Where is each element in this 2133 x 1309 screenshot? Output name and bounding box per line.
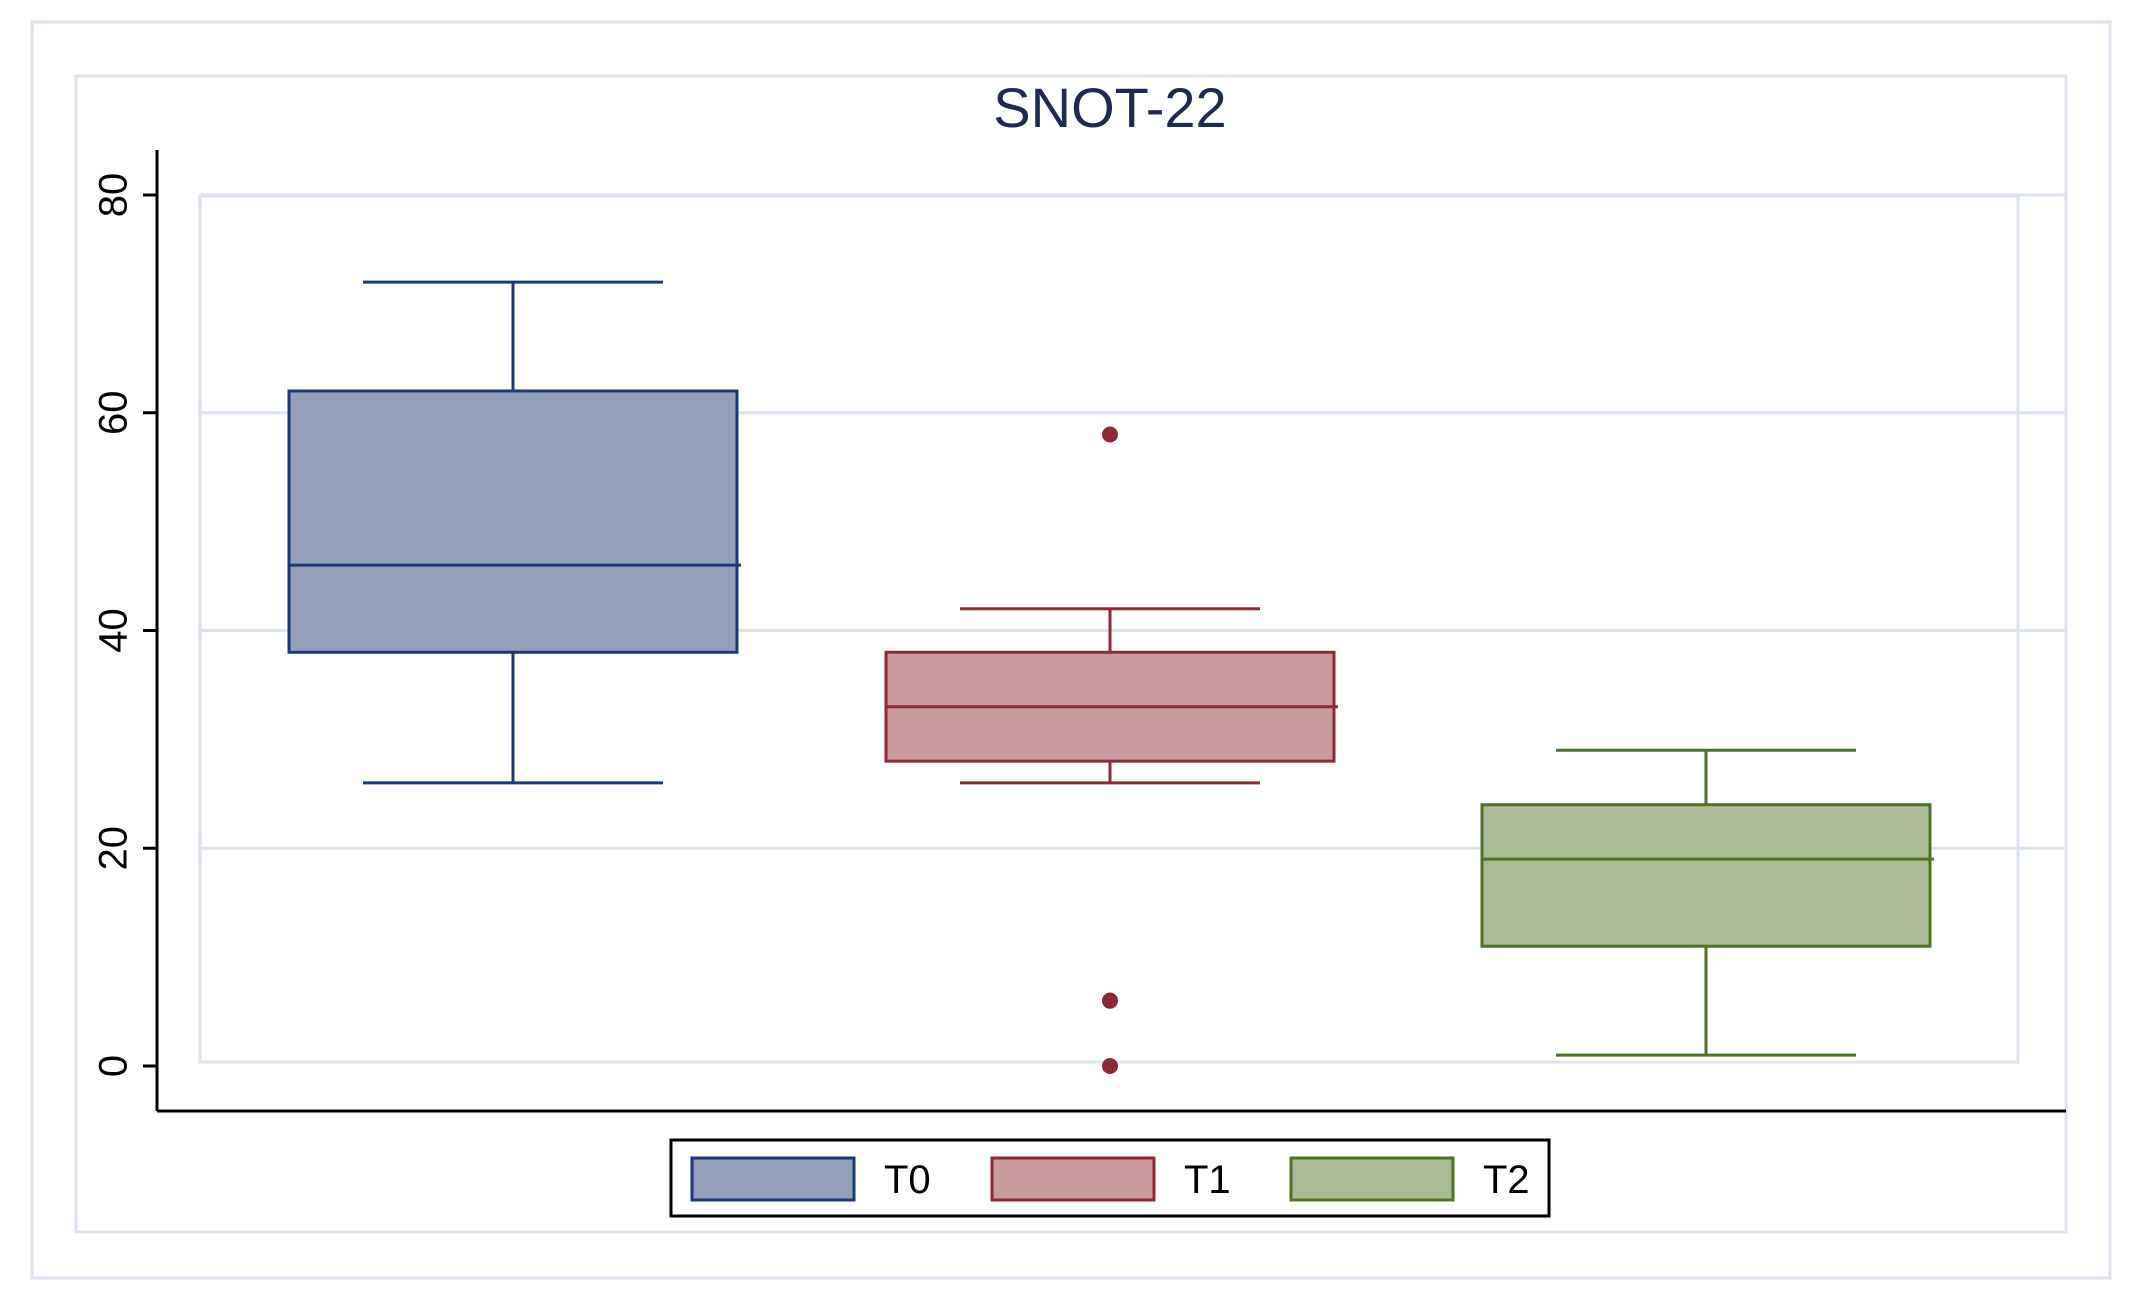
- legend-item-t1: T1: [990, 1156, 1231, 1202]
- legend: T0 T1 T2: [669, 1138, 1551, 1218]
- iqr-box: [1480, 803, 1932, 948]
- legend-swatch: [690, 1156, 856, 1202]
- legend-item-t0: T0: [690, 1156, 931, 1202]
- outlier-point: [1102, 992, 1118, 1009]
- y-tick-label: 0: [92, 1055, 136, 1077]
- chart-title: SNOT-22: [993, 76, 1226, 139]
- outlier-point: [1102, 1058, 1118, 1074]
- boxes: [287, 280, 1934, 1074]
- legend-item-t2: T2: [1289, 1156, 1530, 1202]
- box-t0: [287, 280, 741, 785]
- y-tick-label: 60: [92, 391, 136, 436]
- y-tick-label: 20: [92, 826, 136, 871]
- legend-label: T1: [1184, 1158, 1231, 1202]
- box-t1: [884, 426, 1338, 1074]
- iqr-box: [287, 389, 739, 654]
- legend-label: T2: [1483, 1158, 1530, 1202]
- outlier-point: [1102, 426, 1118, 443]
- y-tick-label: 40: [92, 608, 136, 653]
- y-tick-label: 80: [92, 173, 136, 218]
- box-t2: [1480, 748, 1934, 1057]
- legend-label: T0: [884, 1158, 931, 1202]
- legend-swatch: [990, 1156, 1156, 1202]
- y-axis: 0 20 40 60 80: [92, 150, 2066, 1113]
- legend-swatch: [1289, 1156, 1455, 1202]
